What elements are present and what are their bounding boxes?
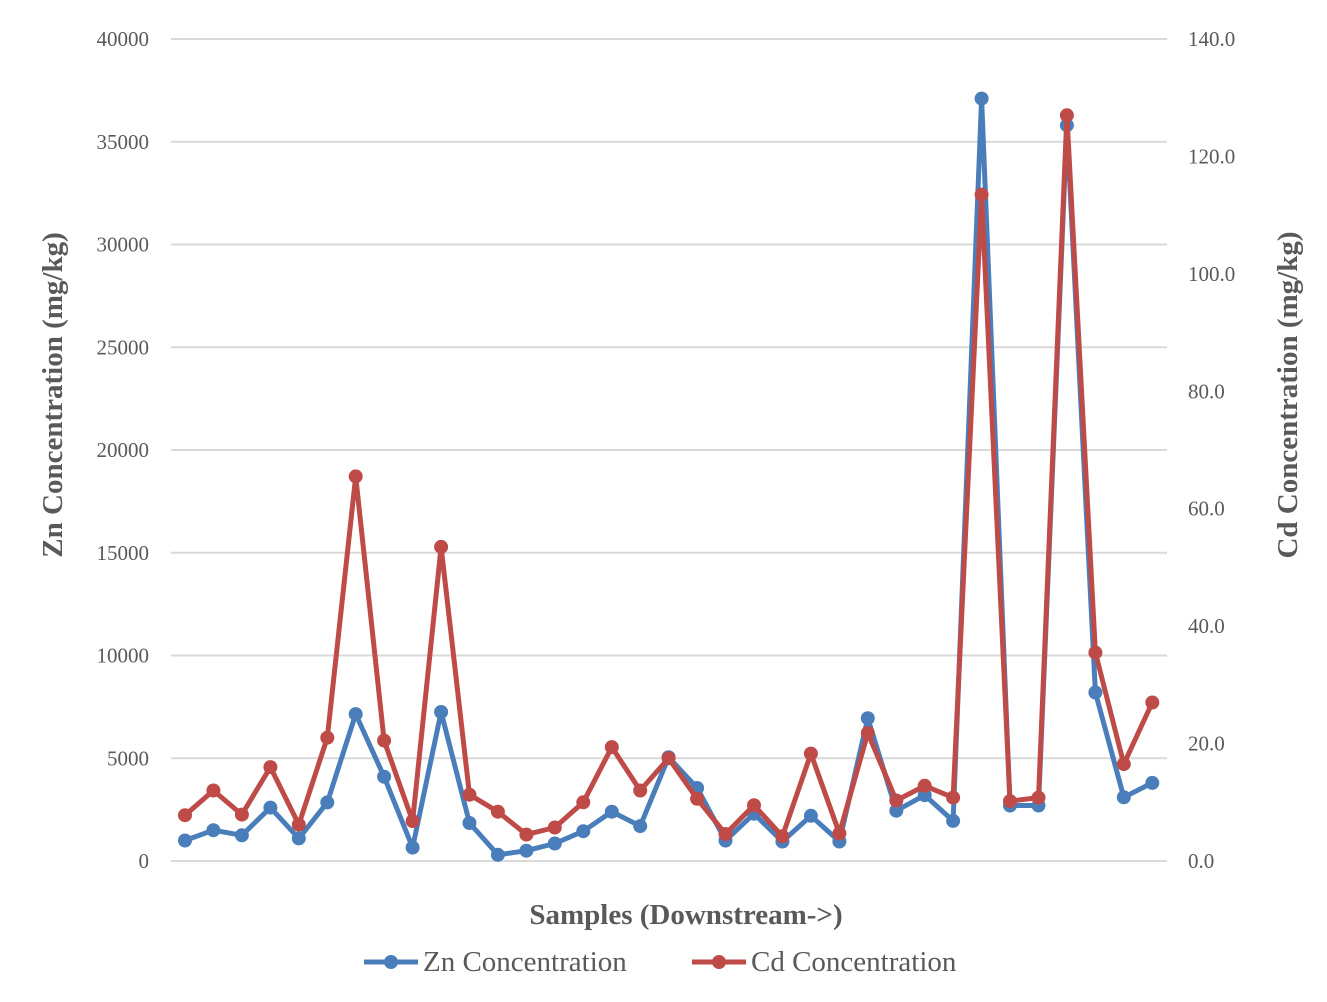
data-point-zn xyxy=(860,711,875,726)
data-point-cd xyxy=(576,795,591,810)
legend-item-cd: Cd Concentration xyxy=(692,946,957,978)
left-axis-ticks: 0 5000 10000 15000 20000 25000 30000 35000 40000 xyxy=(97,27,150,873)
left-tick-label: 25000 xyxy=(97,335,150,359)
data-point-cd xyxy=(320,730,335,745)
data-point-zn xyxy=(576,824,591,839)
data-point-cd xyxy=(832,826,847,841)
legend-marker-zn xyxy=(384,955,398,969)
left-tick-label: 0 xyxy=(139,849,150,873)
data-point-cd xyxy=(291,817,306,832)
data-point-zn xyxy=(1145,775,1160,790)
right-axis-title: Cd Concentration (mg/kg) xyxy=(1272,231,1304,558)
left-tick-label: 20000 xyxy=(97,438,150,462)
data-point-zn xyxy=(803,808,818,823)
data-point-cd xyxy=(490,804,505,819)
series-layer xyxy=(178,91,1160,862)
left-tick-label: 5000 xyxy=(107,746,149,770)
legend: Zn Concentration Cd Concentration xyxy=(364,946,957,978)
series-cd xyxy=(178,108,1160,844)
data-point-zn xyxy=(462,816,477,830)
data-point-zn xyxy=(405,840,420,855)
left-tick-label: 40000 xyxy=(97,27,150,51)
data-point-cd xyxy=(889,793,904,808)
legend-label-zn: Zn Concentration xyxy=(423,946,627,978)
data-point-cd xyxy=(1145,695,1160,710)
legend-item-zn: Zn Concentration xyxy=(364,946,627,978)
left-tick-label: 15000 xyxy=(97,541,150,565)
data-point-zn xyxy=(377,769,392,784)
data-point-cd xyxy=(604,740,619,755)
data-point-cd xyxy=(860,726,875,740)
data-point-cd xyxy=(434,539,449,554)
data-point-zn xyxy=(946,813,961,828)
data-point-cd xyxy=(1003,794,1017,809)
right-tick-label: 100.0 xyxy=(1188,262,1235,286)
data-point-zn xyxy=(604,804,619,819)
data-point-cd xyxy=(974,187,989,202)
data-point-zn xyxy=(178,833,192,848)
data-point-cd xyxy=(690,791,705,806)
right-tick-label: 140.0 xyxy=(1188,27,1235,51)
data-point-cd xyxy=(775,829,790,844)
data-point-zn xyxy=(1088,685,1103,700)
data-point-cd xyxy=(547,820,562,835)
data-point-cd xyxy=(206,783,221,798)
data-point-cd xyxy=(348,469,363,484)
right-tick-label: 120.0 xyxy=(1188,144,1235,168)
data-point-zn xyxy=(490,847,505,862)
right-tick-label: 60.0 xyxy=(1188,497,1225,521)
data-point-cd xyxy=(1031,790,1046,805)
left-axis-title: Zn Concentration (mg/kg) xyxy=(37,232,69,557)
data-point-cd xyxy=(633,783,648,798)
data-point-cd xyxy=(917,778,932,793)
left-tick-label: 35000 xyxy=(97,130,150,154)
right-axis-ticks: 0.0 20.0 40.0 60.0 80.0 100.0 120.0 140.0 xyxy=(1188,27,1235,873)
data-point-zn xyxy=(206,823,221,838)
data-point-zn xyxy=(1116,790,1131,805)
data-point-cd xyxy=(178,808,192,823)
data-point-zn xyxy=(234,828,249,843)
data-point-cd xyxy=(747,798,761,813)
data-point-zn xyxy=(291,831,306,846)
data-point-cd xyxy=(946,790,961,805)
data-point-cd xyxy=(1116,757,1131,772)
data-point-cd xyxy=(1088,645,1103,660)
right-tick-label: 40.0 xyxy=(1188,614,1225,638)
left-tick-label: 30000 xyxy=(97,233,150,257)
data-point-cd xyxy=(405,814,420,829)
data-point-zn xyxy=(633,819,648,834)
data-point-cd xyxy=(234,807,249,822)
data-point-cd xyxy=(263,760,278,775)
x-axis-title: Samples (Downstream->) xyxy=(529,899,842,931)
legend-label-cd: Cd Concentration xyxy=(751,946,957,978)
data-point-cd xyxy=(1059,108,1074,123)
data-point-zn xyxy=(348,707,363,722)
data-point-cd xyxy=(718,827,733,841)
data-point-zn xyxy=(434,705,449,719)
data-point-zn xyxy=(889,803,904,818)
data-point-cd xyxy=(803,746,818,761)
left-tick-label: 10000 xyxy=(97,644,150,668)
data-point-cd xyxy=(377,733,392,748)
data-point-zn xyxy=(263,800,278,815)
data-point-zn xyxy=(519,843,534,858)
data-point-cd xyxy=(519,827,534,842)
data-point-zn xyxy=(974,91,989,106)
data-point-zn xyxy=(320,795,335,810)
data-point-zn xyxy=(547,836,562,851)
right-tick-label: 20.0 xyxy=(1188,732,1225,756)
data-point-cd xyxy=(462,787,477,802)
right-tick-label: 0.0 xyxy=(1188,849,1214,873)
right-tick-label: 80.0 xyxy=(1188,379,1225,403)
legend-marker-cd xyxy=(712,955,726,969)
data-point-cd xyxy=(661,751,676,766)
